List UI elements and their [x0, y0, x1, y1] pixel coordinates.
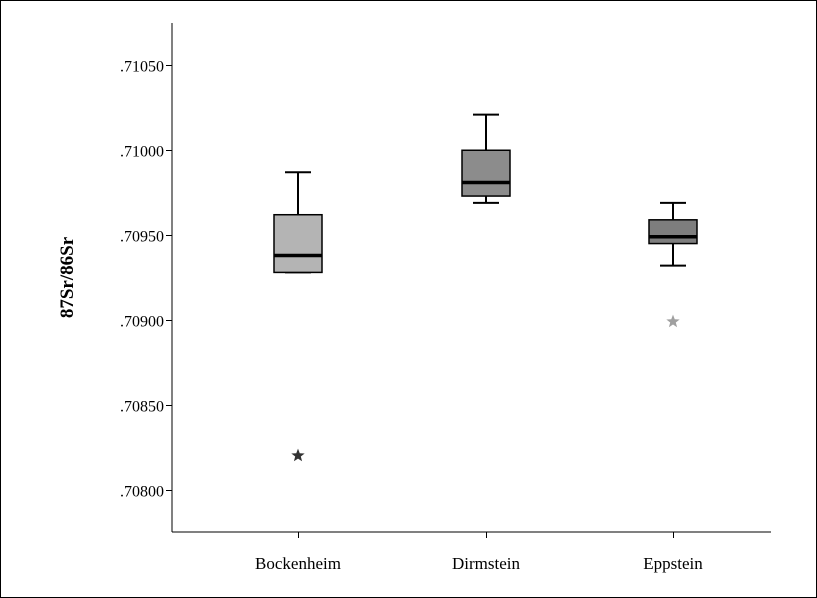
- iqr-box: [461, 149, 511, 197]
- x-tick-label: Bockenheim: [255, 554, 341, 573]
- boxes: [273, 113, 698, 462]
- box-bockenheim: [273, 171, 323, 462]
- y-tick-label: .71000: [120, 144, 164, 161]
- box-eppstein: [648, 201, 698, 328]
- x-tick-label: Eppstein: [643, 554, 703, 573]
- iqr-box: [648, 219, 698, 245]
- y-tick-label: .70900: [120, 314, 164, 331]
- outlier-star: [666, 314, 680, 328]
- y-tick-label: .70950: [120, 229, 164, 246]
- x-tick-label: Dirmstein: [452, 554, 520, 573]
- y-tick-label: .70850: [120, 399, 164, 416]
- x-axis: Bockenheim Dirmstein Eppstein: [172, 531, 771, 573]
- box-dirmstein: [461, 113, 511, 204]
- y-axis: .70800 .70850 .70900 .70950 .71000 .71050: [120, 23, 173, 532]
- outlier-star: [291, 448, 305, 462]
- y-tick-label: .71050: [120, 59, 164, 76]
- y-tick-label: .70800: [120, 484, 164, 501]
- y-axis-title: 87Sr/86Sr: [57, 236, 78, 318]
- iqr-box: [273, 213, 323, 274]
